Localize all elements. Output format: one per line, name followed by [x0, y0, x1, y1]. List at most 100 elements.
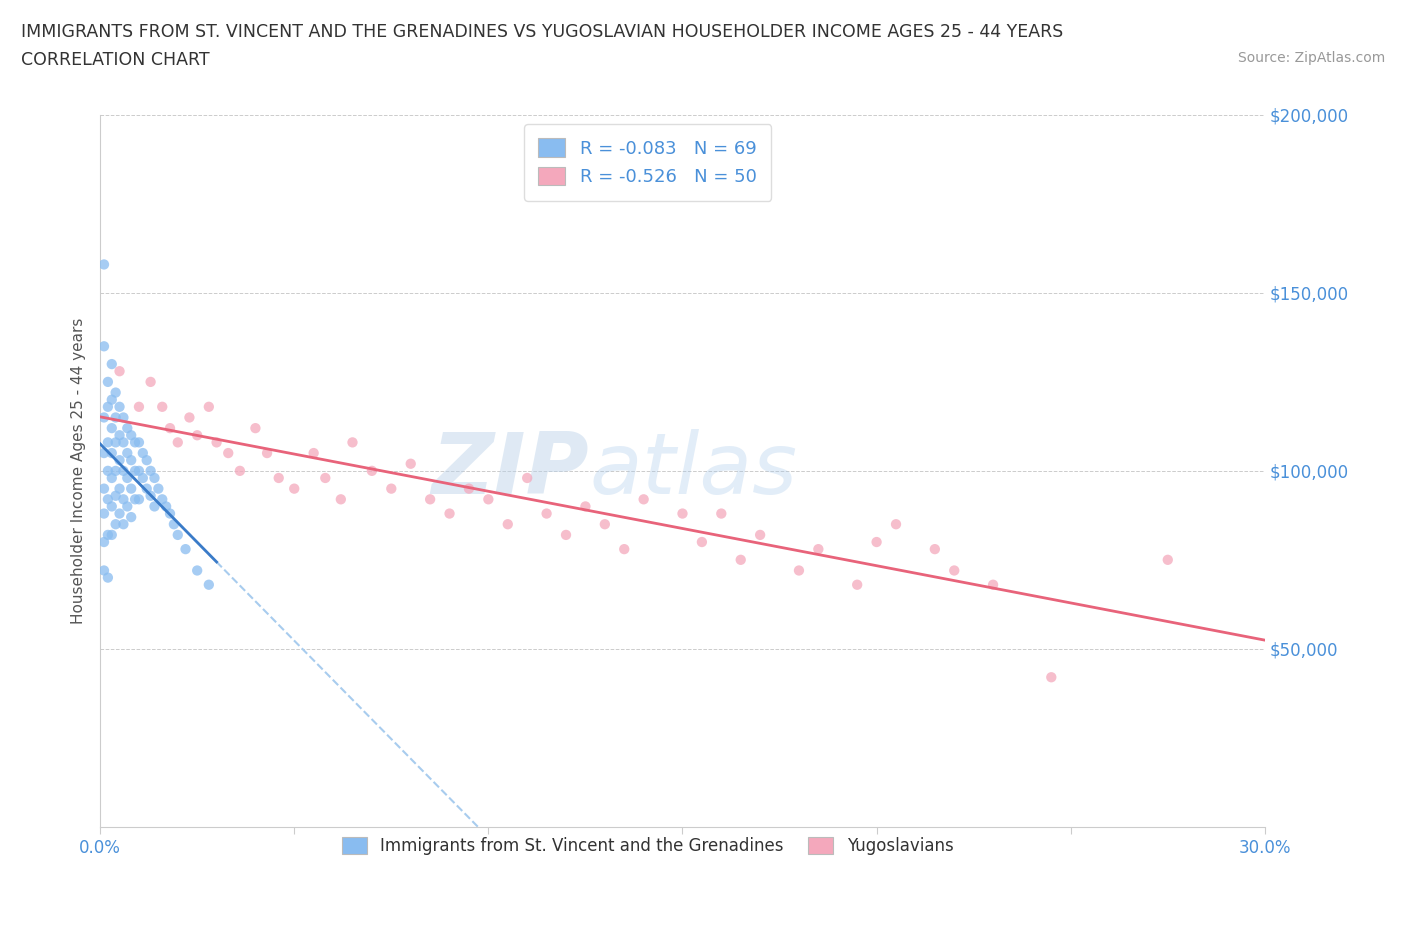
Point — [124, 435, 146, 450]
Point — [150, 399, 173, 414]
Point — [104, 488, 127, 503]
Point — [120, 510, 142, 525]
Point — [104, 435, 127, 450]
Point — [120, 481, 142, 496]
Text: CORRELATION CHART: CORRELATION CHART — [21, 51, 209, 69]
Point — [143, 499, 166, 514]
Point — [380, 481, 402, 496]
Point — [97, 570, 120, 585]
Point — [710, 506, 733, 521]
Point — [186, 563, 208, 578]
Point — [217, 445, 239, 460]
Point — [93, 410, 115, 425]
Point — [516, 471, 538, 485]
Point — [302, 445, 325, 460]
Point — [112, 517, 135, 532]
Point — [108, 364, 131, 379]
Point — [104, 410, 127, 425]
Point — [128, 463, 150, 478]
Legend: Immigrants from St. Vincent and the Grenadines, Yugoslavians: Immigrants from St. Vincent and the Gren… — [328, 823, 967, 869]
Point — [163, 517, 186, 532]
Point — [148, 481, 170, 496]
Point — [132, 445, 155, 460]
Point — [458, 481, 481, 496]
Point — [112, 463, 135, 478]
Point — [112, 435, 135, 450]
Point — [314, 471, 336, 485]
Point — [135, 453, 157, 468]
Point — [943, 563, 966, 578]
Point — [93, 257, 115, 272]
Point — [613, 541, 636, 556]
Point — [439, 506, 461, 521]
Text: Source: ZipAtlas.com: Source: ZipAtlas.com — [1237, 51, 1385, 65]
Point — [267, 471, 290, 485]
Point — [671, 506, 693, 521]
Point — [139, 463, 162, 478]
Point — [229, 463, 252, 478]
Point — [884, 517, 907, 532]
Point — [150, 492, 173, 507]
Point — [342, 435, 364, 450]
Point — [1157, 552, 1180, 567]
Point — [128, 399, 150, 414]
Point — [749, 527, 772, 542]
Point — [787, 563, 810, 578]
Point — [205, 435, 228, 450]
Point — [100, 445, 122, 460]
Text: ZIP: ZIP — [432, 430, 589, 512]
Point — [128, 435, 150, 450]
Point — [97, 492, 120, 507]
Point — [139, 488, 162, 503]
Point — [100, 471, 122, 485]
Point — [124, 463, 146, 478]
Point — [97, 375, 120, 390]
Point — [100, 527, 122, 542]
Point — [97, 463, 120, 478]
Point — [93, 445, 115, 460]
Point — [143, 471, 166, 485]
Point — [117, 499, 139, 514]
Point — [117, 471, 139, 485]
Point — [186, 428, 208, 443]
Point — [97, 399, 120, 414]
Point — [846, 578, 869, 592]
Text: atlas: atlas — [589, 430, 797, 512]
Point — [166, 527, 188, 542]
Point — [132, 471, 155, 485]
Point — [120, 428, 142, 443]
Point — [174, 541, 197, 556]
Point — [283, 481, 305, 496]
Point — [93, 506, 115, 521]
Point — [139, 375, 162, 390]
Point — [155, 499, 177, 514]
Point — [117, 420, 139, 435]
Point — [865, 535, 887, 550]
Point — [496, 517, 519, 532]
Point — [93, 535, 115, 550]
Point — [108, 399, 131, 414]
Point — [97, 527, 120, 542]
Point — [198, 399, 221, 414]
Point — [104, 385, 127, 400]
Point — [108, 453, 131, 468]
Point — [120, 453, 142, 468]
Point — [1040, 670, 1063, 684]
Point — [329, 492, 352, 507]
Text: IMMIGRANTS FROM ST. VINCENT AND THE GRENADINES VS YUGOSLAVIAN HOUSEHOLDER INCOME: IMMIGRANTS FROM ST. VINCENT AND THE GREN… — [21, 23, 1063, 41]
Point — [97, 435, 120, 450]
Y-axis label: Householder Income Ages 25 - 44 years: Householder Income Ages 25 - 44 years — [72, 318, 86, 624]
Point — [93, 339, 115, 353]
Point — [104, 517, 127, 532]
Point — [104, 463, 127, 478]
Point — [981, 578, 1004, 592]
Point — [117, 445, 139, 460]
Point — [633, 492, 655, 507]
Point — [108, 506, 131, 521]
Point — [198, 578, 221, 592]
Point — [179, 410, 201, 425]
Point — [593, 517, 616, 532]
Point — [112, 410, 135, 425]
Point — [159, 506, 181, 521]
Point — [555, 527, 578, 542]
